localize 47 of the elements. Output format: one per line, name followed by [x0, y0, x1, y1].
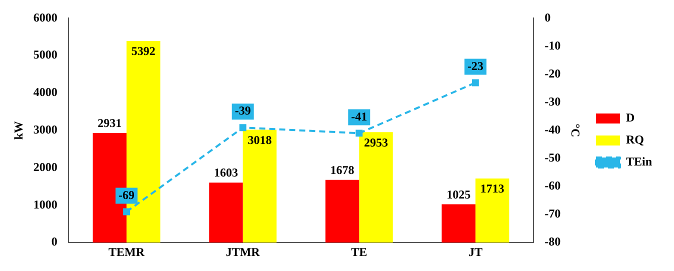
y-tick-label: 0	[51, 234, 58, 249]
data-label: -39	[234, 104, 251, 118]
data-label: -23	[467, 58, 484, 73]
x-tick-label: JT	[468, 244, 482, 259]
y2-axis-title: °C	[568, 124, 583, 138]
y2-tick-label: -40	[544, 122, 561, 136]
bar	[209, 182, 243, 243]
y-tick-label: 1000	[33, 197, 58, 212]
x-tick-label: TE	[351, 244, 368, 259]
data-label: -41	[351, 109, 368, 124]
bar	[359, 132, 393, 243]
point	[356, 130, 363, 137]
y2-tick-label: -80	[544, 234, 561, 249]
y-tick-label: 4000	[33, 85, 58, 100]
y-axis-title: kW	[11, 121, 26, 140]
data-label: -69	[118, 188, 135, 202]
y2-tick-label: -10	[544, 38, 561, 52]
data-label: 3018	[248, 132, 272, 147]
y-tick-label: 2000	[33, 160, 58, 174]
bar	[442, 204, 476, 243]
y-tick-label: 6000	[33, 10, 58, 24]
legend-label: D	[626, 110, 635, 125]
x-tick-label: TEMR	[108, 244, 145, 259]
y2-tick-label: -60	[544, 178, 561, 193]
data-label: 5392	[131, 44, 156, 58]
data-label: 1713	[480, 182, 504, 196]
y2-tick-label: -50	[544, 150, 561, 165]
legend-label: TEin	[626, 154, 652, 169]
legend-label: RQ	[626, 132, 644, 147]
point	[472, 79, 479, 86]
y2-tick-label: 0	[544, 10, 551, 24]
data-label: 2931	[98, 116, 122, 130]
bar	[242, 130, 277, 243]
bar	[325, 180, 360, 243]
x-tick-label: JTMR	[226, 244, 260, 259]
data-label: 1603	[214, 166, 238, 180]
data-label: 1678	[330, 162, 354, 177]
y-tick-label: 5000	[33, 48, 58, 62]
y2-tick-label: -30	[544, 94, 561, 108]
y2-tick-label: -70	[544, 206, 561, 221]
point	[239, 124, 246, 132]
bar	[475, 178, 510, 243]
data-label: 2953	[364, 135, 388, 150]
data-label: 1025	[446, 187, 471, 202]
point	[123, 208, 130, 216]
y2-tick-label: -20	[544, 66, 561, 80]
y-tick-label: 3000	[33, 122, 58, 136]
